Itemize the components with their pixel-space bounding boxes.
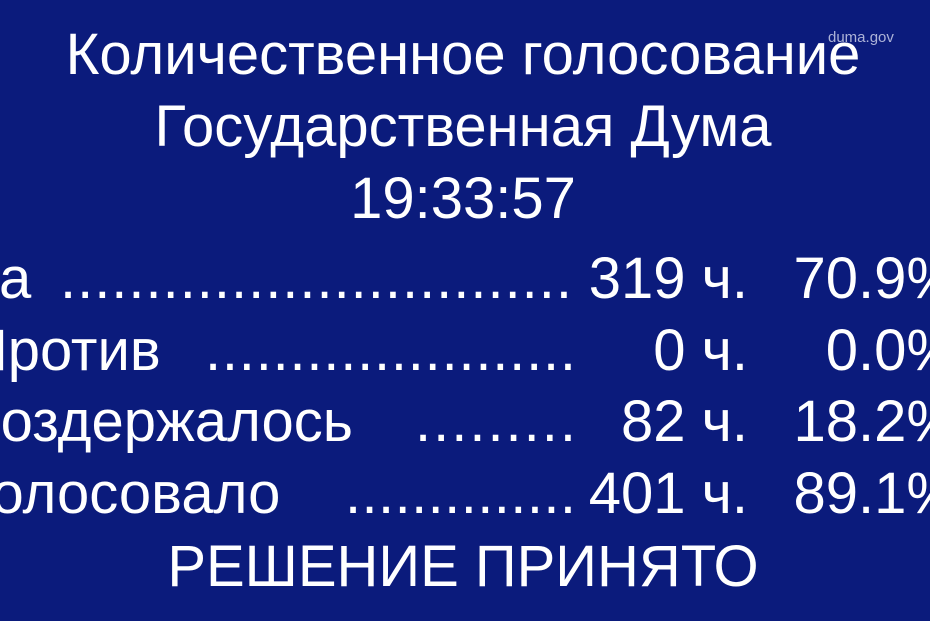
title: Количественное голосование <box>66 22 861 87</box>
dot-leader: ...................... <box>205 318 576 383</box>
vote-percent: 0.0% <box>826 318 930 383</box>
watermark: duma.gov <box>828 29 894 46</box>
time: 19:33:57 <box>350 166 576 231</box>
dot-leader: ......... <box>415 389 576 454</box>
vote-percent: 18.2% <box>794 389 930 454</box>
result: РЕШЕНИЕ ПРИНЯТО <box>167 534 758 599</box>
vote-count: 401 ч. <box>589 461 748 526</box>
result-rows: За.............................. 319 ч. 70… <box>0 246 930 526</box>
dot-leader: .............. <box>345 461 576 526</box>
vote-percent: 89.1% <box>794 461 930 526</box>
vote-count: 0 ч. <box>653 318 748 383</box>
subtitle: Государственная Дума <box>154 94 772 159</box>
row-label: Против <box>0 318 161 383</box>
vote-count: 319 ч. <box>589 246 748 311</box>
dot-leader: .............................. <box>60 246 572 311</box>
vote-count: 82 ч. <box>621 389 748 454</box>
vote-percent: 70.9% <box>794 246 930 311</box>
row-label: Воздержалось <box>0 389 353 454</box>
row-label: За <box>0 246 32 311</box>
row-label: Голосовало <box>0 461 280 526</box>
